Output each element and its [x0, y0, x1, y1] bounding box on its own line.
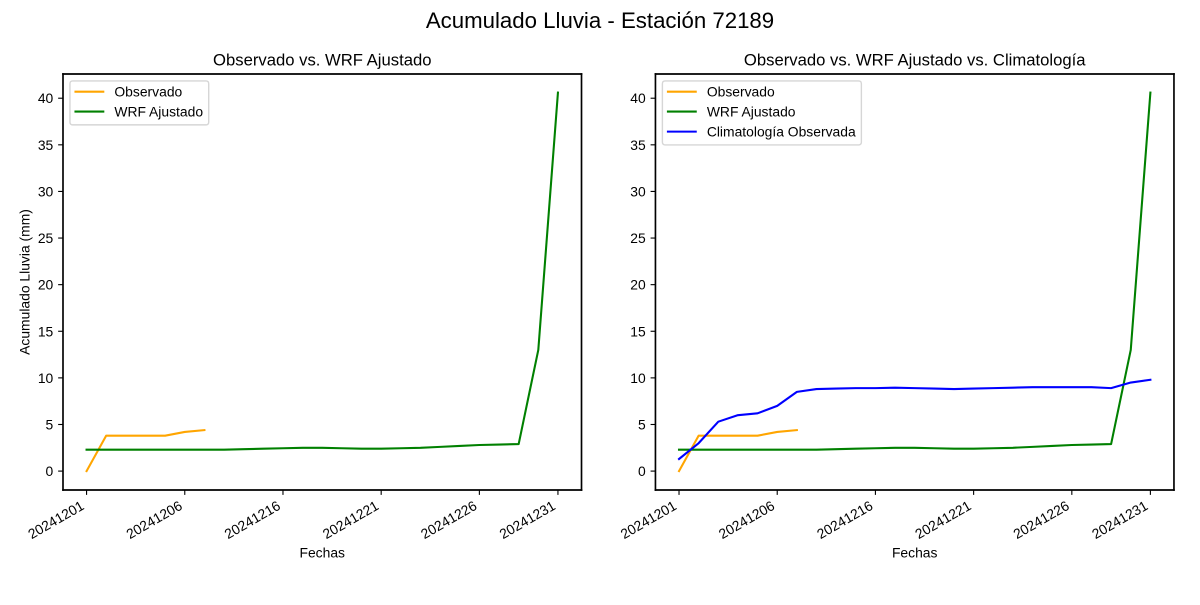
svg-text:Fechas: Fechas	[299, 544, 345, 560]
svg-text:30: 30	[630, 183, 646, 199]
svg-text:25: 25	[630, 230, 646, 246]
svg-text:Observado: Observado	[114, 84, 182, 100]
svg-text:40: 40	[38, 90, 54, 106]
svg-text:0: 0	[638, 463, 646, 479]
svg-text:Climatología Observada: Climatología Observada	[707, 123, 856, 139]
svg-text:WRF Ajustado: WRF Ajustado	[707, 103, 796, 119]
svg-text:25: 25	[38, 230, 54, 246]
svg-text:Observado vs. WRF Ajustado: Observado vs. WRF Ajustado	[213, 51, 431, 70]
svg-text:15: 15	[38, 323, 54, 339]
svg-text:40: 40	[630, 90, 646, 106]
svg-text:Acumulado Lluvia (mm): Acumulado Lluvia (mm)	[16, 209, 32, 355]
svg-text:20: 20	[630, 277, 646, 293]
svg-text:Fechas: Fechas	[892, 544, 938, 560]
svg-text:15: 15	[630, 323, 646, 339]
svg-text:5: 5	[638, 417, 646, 433]
svg-text:20: 20	[38, 277, 54, 293]
svg-text:35: 35	[630, 137, 646, 153]
svg-text:Observado vs. WRF Ajustado vs.: Observado vs. WRF Ajustado vs. Climatolo…	[744, 51, 1086, 70]
svg-text:5: 5	[46, 417, 54, 433]
svg-text:Acumulado Lluvia - Estación 72: Acumulado Lluvia - Estación 72189	[426, 8, 774, 33]
svg-text:WRF Ajustado: WRF Ajustado	[114, 103, 203, 119]
svg-text:10: 10	[630, 370, 646, 386]
svg-text:35: 35	[38, 137, 54, 153]
svg-text:Observado: Observado	[707, 84, 775, 100]
svg-text:10: 10	[38, 370, 54, 386]
svg-text:0: 0	[46, 463, 54, 479]
svg-text:30: 30	[38, 183, 54, 199]
